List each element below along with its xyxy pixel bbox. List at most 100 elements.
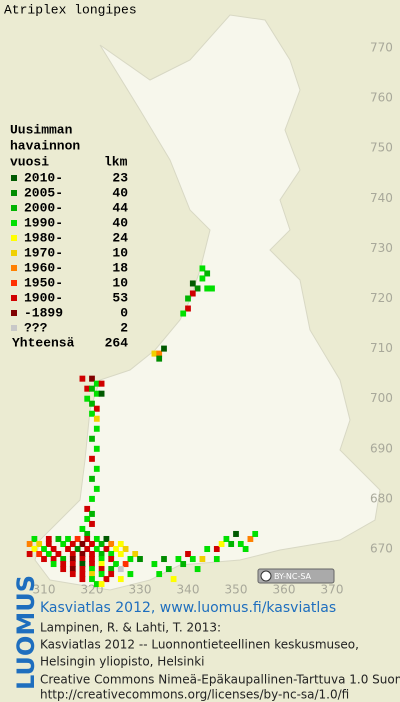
occurrence-square bbox=[237, 540, 244, 547]
occurrence-square bbox=[103, 576, 110, 583]
occurrence-square bbox=[98, 571, 105, 578]
occurrence-square bbox=[98, 540, 105, 547]
license-url[interactable]: http://creativecommons.org/licenses/by-n… bbox=[40, 688, 349, 702]
occurrence-square bbox=[103, 535, 110, 542]
occurrence-square bbox=[108, 551, 115, 558]
occurrence-square bbox=[113, 545, 119, 553]
legend-label: 1900- bbox=[24, 290, 63, 305]
legend-label: 2000- bbox=[24, 200, 63, 215]
occurrence-square bbox=[170, 576, 177, 583]
occurrence-square bbox=[89, 566, 95, 573]
legend-swatch bbox=[11, 265, 17, 271]
occurrence-square bbox=[161, 556, 167, 563]
occurrence-square bbox=[89, 495, 95, 502]
occurrence-square bbox=[69, 561, 76, 568]
legend-swatch bbox=[11, 205, 17, 211]
occurrence-square bbox=[79, 375, 86, 382]
badge-text: BY-NC-SA bbox=[274, 572, 312, 581]
occurrence-square bbox=[194, 285, 201, 292]
legend-swatch bbox=[11, 325, 17, 331]
occurrence-square bbox=[103, 545, 110, 553]
occurrence-square bbox=[79, 566, 86, 573]
occurrence-square bbox=[156, 571, 163, 578]
occurrence-square bbox=[98, 566, 105, 573]
occurrence-square bbox=[31, 545, 38, 553]
occurrence-square bbox=[79, 556, 86, 563]
occurrence-square bbox=[36, 540, 43, 547]
occurrence-square bbox=[79, 540, 86, 547]
occurrence-square bbox=[93, 545, 100, 553]
legend-label: -1899 bbox=[24, 305, 63, 320]
occurrence-square bbox=[199, 265, 206, 272]
occurrence-square bbox=[98, 561, 105, 568]
occurrence-square bbox=[117, 576, 124, 583]
legend-swatch bbox=[11, 310, 17, 316]
occurrence-square bbox=[45, 535, 52, 542]
legend-count: 0 bbox=[120, 305, 128, 320]
occurrence-square bbox=[84, 505, 91, 512]
legend-count: 18 bbox=[112, 260, 128, 275]
occurrence-square bbox=[93, 390, 100, 397]
occurrence-square bbox=[98, 380, 105, 387]
y-tick-label: 670 bbox=[370, 542, 393, 556]
occurrence-square bbox=[189, 280, 196, 287]
occurrence-square bbox=[84, 535, 91, 542]
legend-count: 53 bbox=[112, 290, 128, 305]
occurrence-square bbox=[242, 545, 249, 553]
cc-badge[interactable]: BY-NC-SA bbox=[257, 568, 335, 584]
occurrence-square bbox=[233, 530, 239, 537]
occurrence-square bbox=[65, 535, 71, 542]
y-tick-label: 770 bbox=[370, 41, 393, 55]
occurrence-square bbox=[165, 566, 172, 573]
y-tick-label: 680 bbox=[370, 491, 393, 505]
occurrence-square bbox=[69, 551, 76, 558]
occurrence-square bbox=[60, 540, 67, 547]
legend-heading: vuosi bbox=[10, 154, 49, 169]
occurrence-square bbox=[26, 540, 33, 547]
occurrence-square bbox=[199, 275, 206, 282]
y-tick-label: 760 bbox=[370, 91, 393, 105]
occurrence-square bbox=[45, 540, 52, 547]
occurrence-square bbox=[204, 285, 211, 292]
occurrence-square bbox=[93, 405, 100, 412]
occurrence-square bbox=[79, 576, 86, 583]
x-tick-label: 310 bbox=[33, 583, 56, 597]
occurrence-square bbox=[69, 540, 76, 547]
occurrence-square bbox=[93, 465, 100, 472]
occurrence-square bbox=[204, 270, 211, 277]
occurrence-square bbox=[89, 576, 95, 583]
license: Creative Commons Nimeä-Epäkaupallinen-Ta… bbox=[40, 673, 400, 687]
occurrence-square bbox=[89, 455, 95, 462]
occurrence-square bbox=[89, 475, 95, 482]
occurrence-square bbox=[113, 561, 119, 568]
title: Atriplex longipes bbox=[4, 2, 137, 17]
occurrence-square bbox=[50, 545, 57, 553]
footer-link[interactable]: Kasviatlas 2012, www.luomus.fi/kasviatla… bbox=[40, 600, 336, 616]
occurrence-square bbox=[84, 395, 91, 402]
occurrence-square bbox=[108, 566, 115, 573]
legend-label: 1970- bbox=[24, 245, 63, 260]
legend-swatch bbox=[11, 220, 17, 226]
occurrence-square bbox=[50, 556, 57, 563]
occurrence-square bbox=[41, 545, 47, 553]
occurrence-square bbox=[213, 545, 220, 553]
occurrence-square bbox=[93, 425, 100, 432]
occurrence-square bbox=[209, 285, 215, 292]
occurrence-square bbox=[79, 561, 86, 568]
occurrence-square bbox=[84, 515, 91, 522]
occurrence-square bbox=[122, 545, 129, 553]
occurrence-square bbox=[69, 566, 76, 573]
occurrence-square bbox=[84, 530, 91, 537]
occurrence-square bbox=[60, 566, 67, 573]
finland-outline bbox=[34, 14, 381, 591]
legend-count: 44 bbox=[112, 200, 128, 215]
occurrence-square bbox=[93, 445, 100, 452]
occurrence-square bbox=[93, 485, 100, 492]
occurrence-square bbox=[117, 566, 124, 573]
occurrence-square bbox=[89, 520, 95, 527]
cc-icon bbox=[260, 570, 272, 582]
citation: Helsingin yliopisto, Helsinki bbox=[40, 655, 205, 669]
occurrence-square bbox=[45, 551, 52, 558]
occurrence-square bbox=[213, 556, 220, 563]
